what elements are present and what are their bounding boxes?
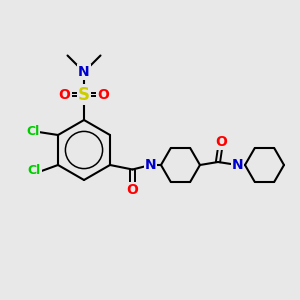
Text: Cl: Cl <box>27 164 40 178</box>
Text: O: O <box>98 88 110 101</box>
Text: O: O <box>127 184 138 197</box>
Text: S: S <box>78 85 90 103</box>
Text: N: N <box>145 158 156 172</box>
Text: N: N <box>232 158 243 172</box>
Text: O: O <box>58 88 70 101</box>
Text: O: O <box>215 135 227 148</box>
Text: N: N <box>78 65 90 79</box>
Text: Cl: Cl <box>26 125 39 139</box>
